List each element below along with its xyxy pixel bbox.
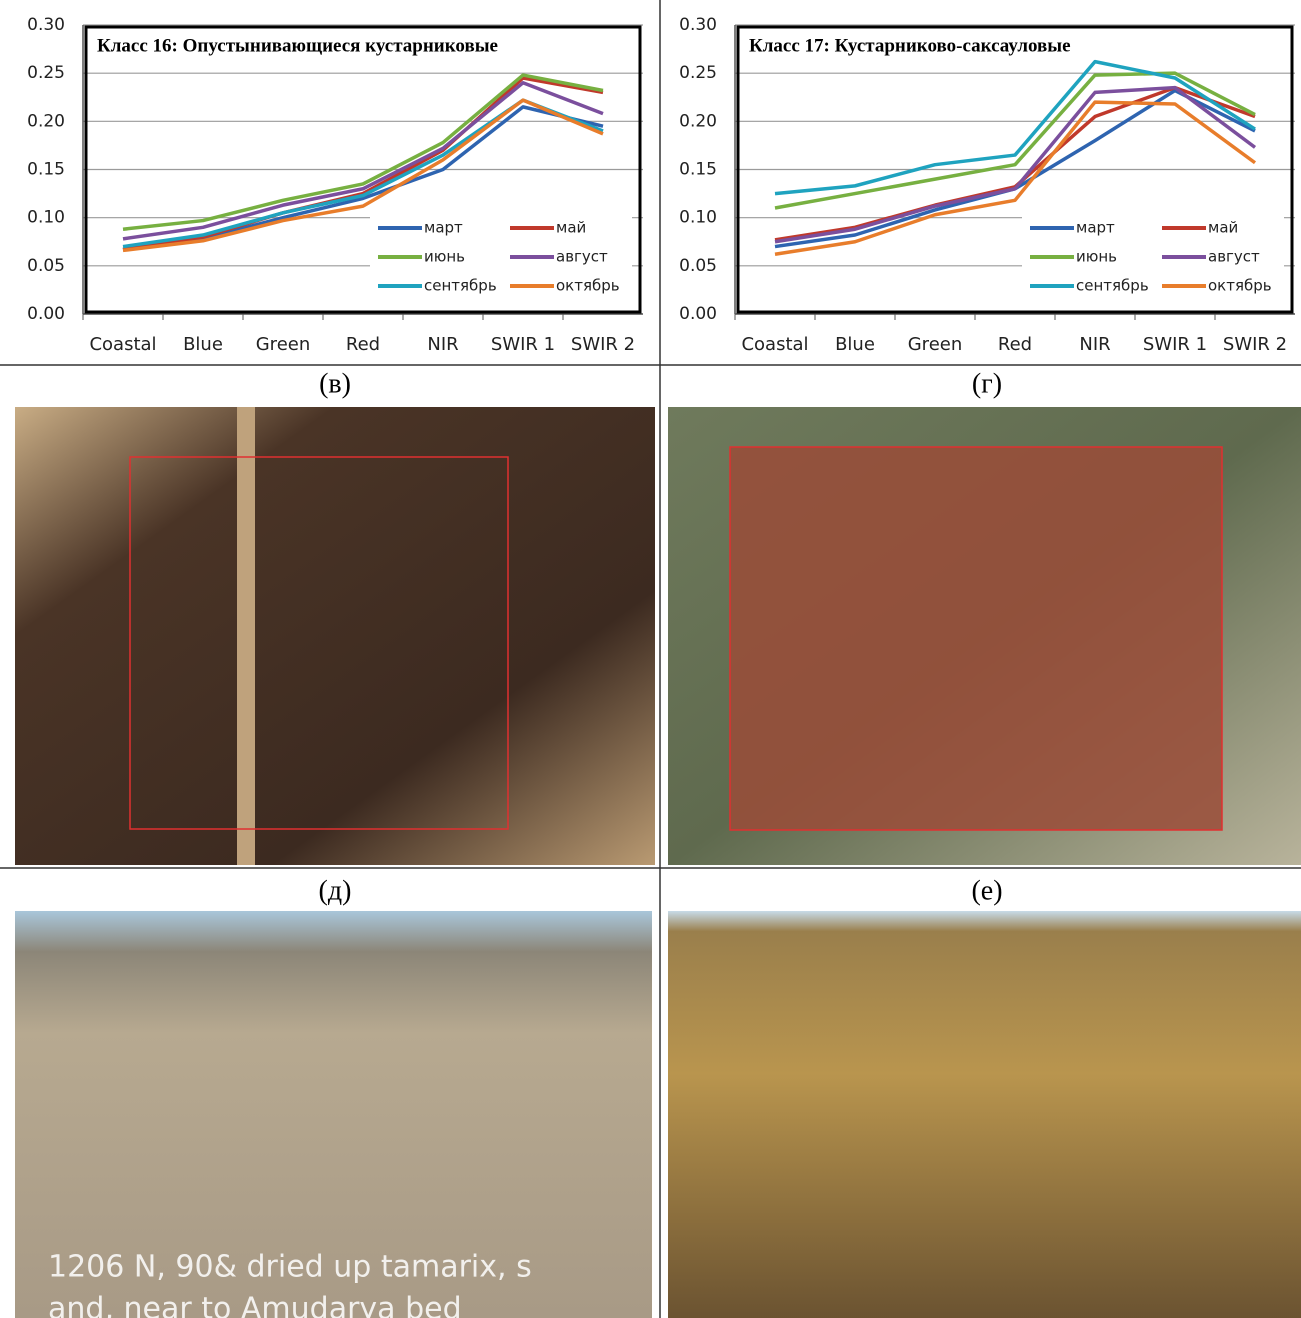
series-line (122, 73, 604, 231)
x-tick-label: SWIR 2 (571, 334, 635, 355)
track (237, 407, 255, 865)
photo (668, 911, 1301, 1318)
y-tick-label: 0.20 (27, 111, 65, 131)
x-tick-label: Red (998, 334, 1032, 355)
photo (15, 911, 652, 1318)
y-tick-label: 0.15 (679, 160, 717, 180)
panel-label: (е) (971, 875, 1002, 906)
panel-label: (г) (972, 368, 1002, 399)
x-tick-label: SWIR 1 (491, 334, 555, 355)
y-tick-label: 0.25 (679, 63, 717, 83)
plot-frame (84, 25, 642, 314)
series-line (774, 100, 1257, 257)
y-tick-label: 0.00 (679, 304, 717, 324)
legend-label: сентябрь (424, 277, 497, 295)
y-tick-label: 0.10 (27, 208, 65, 228)
y-tick-label: 0.05 (27, 256, 65, 276)
panel-label: (д) (319, 875, 352, 906)
plot-frame (129, 456, 509, 830)
y-tick-label: 0.30 (679, 15, 717, 35)
x-tick-label: Coastal (741, 334, 808, 355)
plot-frame (729, 446, 1223, 831)
legend-label: сентябрь (1076, 277, 1149, 295)
y-tick-label: 0.05 (679, 256, 717, 276)
satellite-image (15, 407, 655, 865)
x-tick-label: Blue (835, 334, 875, 355)
y-tick-label: 0.10 (679, 208, 717, 228)
series-line (122, 98, 604, 253)
y-tick-label: 0.20 (679, 111, 717, 131)
photo-caption: 1206 N, 90& dried up tamarix, s (48, 1250, 532, 1285)
y-tick-label: 0.25 (27, 63, 65, 83)
x-tick-label: NIR (1079, 334, 1110, 355)
x-tick-label: Green (908, 334, 963, 355)
x-tick-label: Red (346, 334, 380, 355)
series-line (122, 105, 604, 252)
series-line (774, 71, 1256, 210)
panel-label: (в) (319, 368, 351, 399)
legend-label: март (1076, 219, 1115, 237)
legend-label: май (556, 219, 586, 237)
legend-label: август (1208, 248, 1260, 266)
y-tick-label: 0.00 (27, 304, 65, 324)
x-tick-label: NIR (427, 334, 458, 355)
legend-label: октябрь (1208, 277, 1272, 295)
series-line (774, 85, 1257, 244)
legend-label: июнь (1076, 248, 1117, 266)
photo-caption: and, near to Amudarya bed (48, 1292, 462, 1318)
chart-title: Класс 17: Кустарниково-саксауловые (749, 35, 1071, 56)
y-tick-label: 0.30 (27, 15, 65, 35)
legend-label: октябрь (556, 277, 620, 295)
x-tick-label: SWIR 2 (1223, 334, 1287, 355)
legend-label: май (1208, 219, 1238, 237)
chart-title: Класс 16: Опустынивающиеся кустарниковые (97, 35, 498, 56)
series-line (122, 81, 604, 241)
series-line (774, 59, 1256, 196)
plot-frame (736, 25, 1294, 314)
legend-label: август (556, 248, 608, 266)
x-tick-label: Blue (183, 334, 223, 355)
x-tick-label: Green (256, 334, 311, 355)
y-tick-label: 0.15 (27, 160, 65, 180)
x-tick-label: Coastal (89, 334, 156, 355)
legend-label: июнь (424, 248, 465, 266)
legend-label: март (424, 219, 463, 237)
x-tick-label: SWIR 1 (1143, 334, 1207, 355)
